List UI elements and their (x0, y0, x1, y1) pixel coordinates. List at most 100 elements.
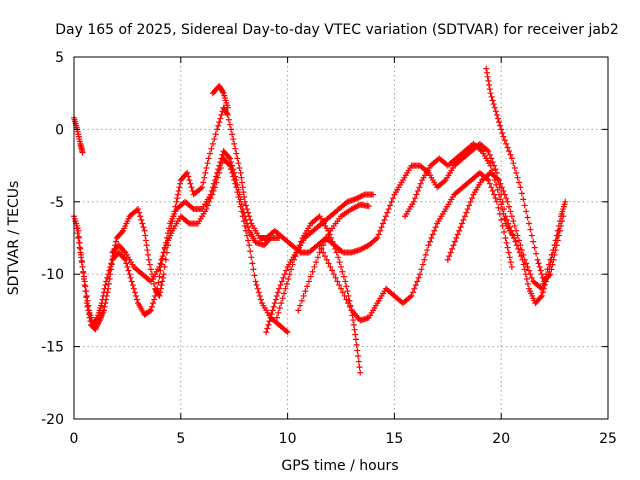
data-point (524, 280, 531, 287)
data-point (283, 280, 290, 287)
data-point (300, 292, 307, 299)
data-point (185, 173, 192, 180)
data-point (547, 271, 554, 278)
data-point (342, 278, 349, 285)
data-point (79, 263, 86, 270)
data-point (375, 231, 382, 238)
data-point (139, 220, 146, 227)
data-point (514, 174, 521, 181)
data-point (500, 133, 507, 140)
data-point (538, 271, 545, 278)
series-arc-6 (263, 191, 377, 336)
data-point (503, 239, 510, 246)
data-point (446, 253, 453, 260)
data-point (507, 259, 514, 266)
data-point (202, 169, 209, 176)
data-point (281, 290, 288, 297)
data-point (415, 274, 422, 281)
data-point (80, 273, 87, 280)
data-point (107, 263, 114, 270)
data-point (549, 261, 556, 268)
data-point (497, 122, 504, 129)
data-point (493, 169, 500, 176)
data-point (414, 187, 421, 194)
data-point (242, 202, 249, 209)
data-point (507, 151, 514, 158)
data-point (416, 184, 423, 191)
data-point (156, 263, 163, 270)
data-point (410, 198, 417, 205)
data-point (496, 191, 503, 198)
data-point (234, 189, 241, 196)
data-point (231, 177, 238, 184)
data-point (457, 224, 464, 231)
data-point (159, 278, 166, 285)
data-point (161, 263, 168, 270)
data-point (75, 235, 82, 241)
data-point (277, 282, 284, 289)
data-point (450, 242, 457, 249)
data-point (464, 206, 471, 213)
data-point (377, 227, 384, 234)
data-point (136, 209, 143, 216)
data-point (460, 216, 467, 223)
data-point (483, 65, 490, 72)
data-point (487, 162, 494, 169)
data-point (75, 233, 82, 240)
data-point (518, 247, 525, 254)
data-point (444, 256, 451, 263)
data-point (74, 230, 81, 237)
data-point (80, 268, 87, 275)
x-axis-label: GPS time / hours (281, 458, 398, 474)
data-point (352, 331, 359, 338)
data-point (422, 251, 429, 258)
data-point (239, 184, 246, 191)
data-point (511, 235, 518, 241)
data-point (230, 173, 237, 180)
data-point (295, 245, 302, 252)
data-point (264, 325, 271, 332)
data-point (75, 239, 82, 246)
data-point (254, 285, 261, 292)
data-point (336, 259, 343, 266)
data-point (298, 238, 305, 245)
data-point (83, 288, 90, 295)
data-point (152, 292, 159, 299)
data-point (160, 271, 167, 278)
data-point (78, 254, 85, 261)
data-point (504, 198, 511, 205)
data-point (388, 198, 395, 205)
data-point (160, 249, 167, 256)
data-point (343, 283, 350, 290)
data-point (204, 202, 211, 209)
data-point (459, 220, 466, 227)
data-point (534, 256, 541, 263)
data-point (138, 216, 145, 223)
data-point (338, 285, 344, 292)
data-point (493, 111, 500, 118)
data-point (232, 180, 239, 187)
data-point (251, 272, 258, 279)
data-point (83, 292, 90, 299)
data-point (487, 90, 494, 97)
data-point (485, 77, 492, 84)
data-point (411, 285, 418, 292)
data-point (496, 177, 503, 184)
data-point (209, 140, 216, 147)
data-point (305, 278, 312, 285)
data-point (555, 232, 562, 239)
data-point (176, 184, 183, 191)
data-point (175, 187, 182, 194)
data-point (123, 260, 130, 267)
data-point (494, 115, 501, 122)
data-point (98, 300, 105, 307)
data-point (382, 213, 389, 220)
data-point (521, 202, 528, 209)
data-point (105, 271, 112, 278)
data-point (560, 213, 567, 220)
data-point (498, 126, 505, 133)
data-point (226, 162, 233, 169)
data-point (461, 213, 468, 220)
data-point (217, 115, 224, 122)
series-arc-10 (402, 140, 518, 241)
